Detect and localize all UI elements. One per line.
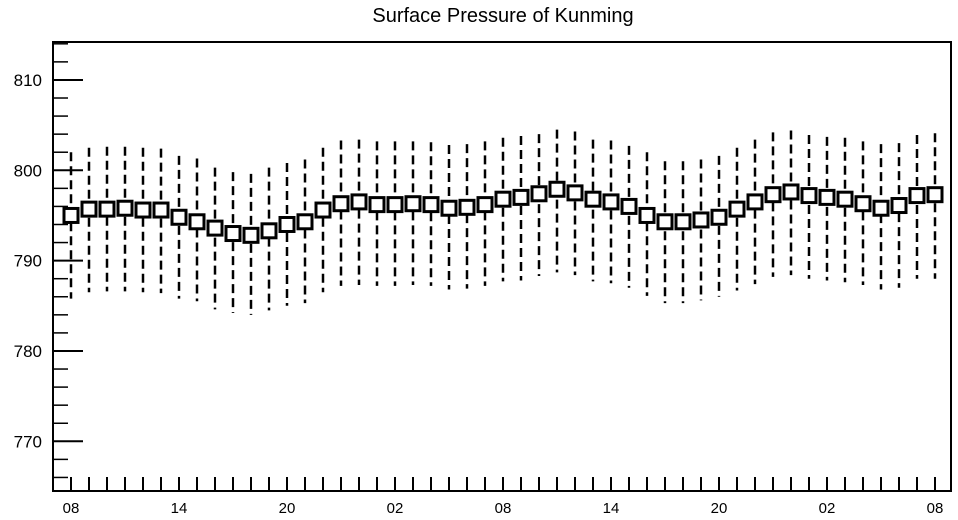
box-marker: [908, 187, 926, 205]
y-axis: 770 780 790 800 810: [14, 43, 83, 479]
box-marker: [422, 196, 440, 214]
chart-title: Surface Pressure of Kunming: [372, 5, 633, 27]
box-marker: [188, 213, 206, 231]
x-tick-label: 02: [819, 500, 836, 517]
box-marker: [854, 195, 872, 213]
box-marker: [476, 196, 494, 214]
y-tick-label: 770: [14, 432, 42, 451]
box-marker: [458, 198, 476, 216]
box-marker: [764, 186, 782, 204]
box-marker: [746, 193, 764, 211]
box-marker: [530, 185, 548, 203]
x-tick-label: 20: [711, 500, 728, 517]
box-marker: [674, 213, 692, 231]
box-marker: [656, 213, 674, 231]
box-marker: [242, 226, 260, 244]
x-axis: 08 14 20 02 08 14 20 02 08: [63, 477, 944, 517]
x-tick-label: 14: [603, 500, 620, 517]
y-tick-label: 810: [14, 71, 42, 90]
x-tick-label: 20: [279, 500, 296, 517]
box-marker: [350, 193, 368, 211]
box-marker: [206, 219, 224, 237]
box-marker: [494, 190, 512, 208]
box-marker: [692, 211, 710, 229]
y-tick-label: 800: [14, 161, 42, 180]
box-marker: [332, 195, 350, 213]
box-marker: [638, 206, 656, 224]
box-marker: [368, 196, 386, 214]
box-marker: [800, 187, 818, 205]
box-marker: [584, 190, 602, 208]
x-tick-label: 08: [63, 500, 80, 517]
box-marker: [512, 188, 530, 206]
x-tick-label: 08: [927, 500, 944, 517]
box-marker: [98, 200, 116, 218]
box-marker: [872, 199, 890, 217]
box-marker: [890, 197, 908, 215]
x-tick-label: 08: [495, 500, 512, 517]
box-marker: [386, 196, 404, 214]
box-marker: [314, 201, 332, 219]
box-marker: [170, 208, 188, 226]
box-marker: [80, 200, 98, 218]
box-marker: [602, 193, 620, 211]
box-marker: [224, 225, 242, 243]
box-marker: [620, 197, 638, 215]
box-marker: [548, 180, 566, 198]
x-tick-label: 14: [171, 500, 188, 517]
box-marker: [566, 184, 584, 202]
x-tick-label: 02: [387, 500, 404, 517]
box-marker: [296, 213, 314, 231]
box-marker: [926, 186, 944, 204]
box-marker: [116, 199, 134, 217]
box-marker: [62, 206, 80, 224]
box-marker: [260, 222, 278, 240]
box-marker: [440, 199, 458, 217]
box-marker: [152, 201, 170, 219]
box-series: [62, 129, 944, 315]
box-marker: [404, 195, 422, 213]
box-marker: [710, 208, 728, 226]
y-tick-label: 790: [14, 252, 42, 271]
box-marker: [836, 190, 854, 208]
box-marker: [728, 200, 746, 218]
box-marker: [278, 215, 296, 233]
box-marker: [782, 183, 800, 201]
y-tick-label: 780: [14, 342, 42, 361]
box-marker: [818, 188, 836, 206]
box-marker: [134, 201, 152, 219]
